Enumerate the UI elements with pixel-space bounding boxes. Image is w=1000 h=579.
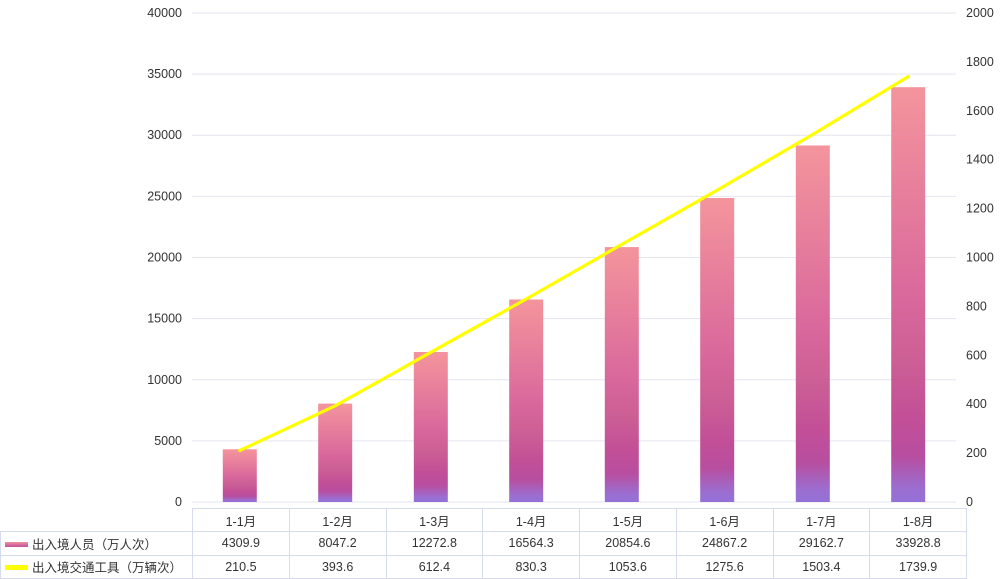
svg-text:10000: 10000: [147, 373, 182, 387]
svg-text:0: 0: [966, 495, 973, 509]
svg-text:15000: 15000: [147, 312, 182, 326]
svg-text:30000: 30000: [147, 128, 182, 142]
svg-text:800: 800: [966, 299, 987, 313]
svg-text:400: 400: [966, 397, 987, 411]
svg-text:2000: 2000: [966, 6, 994, 20]
svg-text:5000: 5000: [154, 434, 182, 448]
svg-text:1400: 1400: [966, 153, 994, 167]
svg-text:25000: 25000: [147, 189, 182, 203]
svg-text:200: 200: [966, 446, 987, 460]
svg-text:1200: 1200: [966, 202, 994, 216]
svg-text:1000: 1000: [966, 251, 994, 265]
svg-text:0: 0: [175, 495, 182, 509]
svg-text:1800: 1800: [966, 55, 994, 69]
svg-text:600: 600: [966, 348, 987, 362]
svg-text:20000: 20000: [147, 251, 182, 265]
svg-text:40000: 40000: [147, 6, 182, 20]
svg-text:35000: 35000: [147, 67, 182, 81]
svg-text:1600: 1600: [966, 104, 994, 118]
